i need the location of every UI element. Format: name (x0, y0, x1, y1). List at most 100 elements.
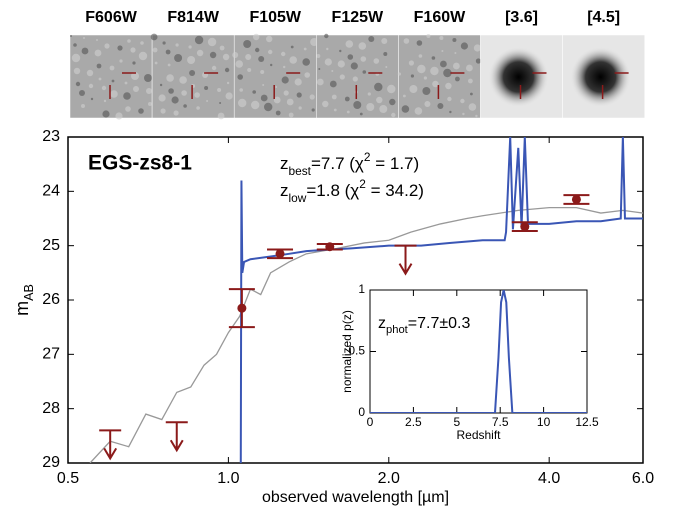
stamp-label: F160W (414, 9, 466, 26)
noise (98, 77, 102, 81)
noise (423, 76, 427, 80)
noise (166, 74, 174, 82)
upper-limit-arrow (103, 430, 118, 461)
noise (460, 42, 468, 50)
noise (133, 86, 139, 92)
noise (281, 76, 289, 84)
noise (253, 33, 260, 41)
noise (83, 37, 85, 39)
noise (179, 76, 187, 84)
noise (358, 42, 367, 50)
legend-entry-part: 2 (364, 150, 371, 164)
noise (86, 69, 94, 77)
noise (75, 81, 81, 87)
legend-entry-part: z (280, 154, 289, 173)
noise (455, 76, 460, 82)
data-point (571, 194, 581, 204)
noise (389, 98, 396, 106)
noise (437, 103, 444, 109)
noise (237, 74, 243, 80)
noise (424, 101, 431, 107)
noise (110, 90, 118, 98)
noise (439, 36, 444, 40)
annotation-part: phot (386, 324, 409, 336)
noise (286, 98, 294, 106)
noise (152, 47, 158, 53)
noise (266, 35, 273, 43)
noise (368, 36, 375, 42)
noise (414, 107, 423, 115)
noise (385, 66, 388, 68)
noise (181, 90, 187, 96)
noise (422, 87, 431, 95)
noise (196, 106, 200, 110)
x-tick-label: 2.0 (378, 470, 400, 487)
noise (304, 72, 311, 78)
series-line (370, 290, 587, 413)
stamp-label: F606W (85, 9, 137, 26)
noise (381, 38, 388, 44)
noise (352, 76, 358, 82)
y-tick-label: 29 (42, 454, 60, 471)
noise (138, 108, 144, 114)
noise (70, 35, 72, 37)
noise (445, 82, 452, 90)
noise (109, 65, 115, 71)
noise (204, 86, 209, 90)
noise (275, 110, 281, 116)
noise (339, 49, 342, 53)
noise (264, 102, 273, 112)
noise (188, 45, 192, 49)
data-point (520, 222, 530, 232)
noise (206, 100, 209, 102)
noise (144, 74, 152, 82)
noise (150, 33, 158, 41)
noise (409, 85, 418, 93)
noise (104, 43, 110, 49)
noise (475, 58, 481, 64)
x-tick-label: 0 (367, 415, 374, 429)
noise (391, 112, 396, 118)
noise (345, 40, 354, 48)
x-axis-label: Redshift (456, 428, 501, 442)
y-tick-label: 27 (42, 346, 60, 363)
stamp-label: [4.5] (587, 9, 620, 26)
noise (379, 105, 388, 113)
noise (235, 60, 243, 68)
upper-limit-arrow (398, 245, 413, 276)
x-tick-label: 1.0 (217, 470, 239, 487)
noise (194, 92, 200, 98)
noise (316, 78, 324, 86)
noise (94, 49, 102, 57)
noise (373, 58, 380, 64)
noise (171, 96, 179, 104)
y-tick-label: 24 (42, 183, 60, 200)
noise (289, 56, 298, 64)
noise (251, 100, 260, 110)
noise (81, 104, 85, 108)
noise (318, 68, 321, 70)
legend-entry-part: = 1.7) (370, 154, 419, 173)
noise (247, 68, 252, 72)
legend-entry-part: best (289, 164, 312, 178)
noise (162, 41, 166, 45)
noise (81, 47, 89, 55)
noise (290, 45, 294, 49)
x-axis-label: observed wavelength [µm] (262, 489, 449, 506)
noise (260, 94, 268, 102)
noise (397, 72, 401, 76)
x-tick-label: 6.0 (632, 470, 654, 487)
noise (127, 39, 131, 43)
noise (79, 90, 85, 96)
noise (262, 84, 265, 86)
noise (232, 52, 239, 58)
noise (470, 92, 473, 96)
legend-entry-part: low (289, 191, 307, 205)
legend-entry: zbest=7.7 (χ2 = 1.7) (280, 150, 419, 178)
noise (117, 45, 123, 51)
noise (418, 54, 423, 58)
noise (432, 80, 439, 88)
legend-entry-part: 2 (359, 177, 366, 191)
noise (387, 84, 396, 94)
